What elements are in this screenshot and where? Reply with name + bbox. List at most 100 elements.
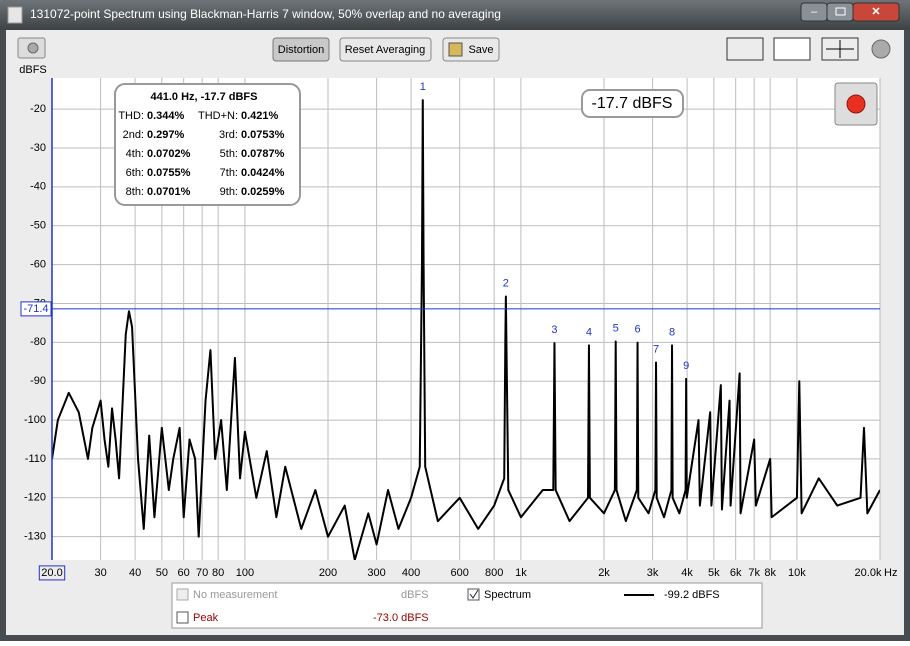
zoom-fit-button[interactable] (726, 37, 764, 61)
button-label: Distortion (278, 44, 324, 56)
metric-label: 8th: (126, 186, 144, 198)
checkbox[interactable] (467, 588, 480, 601)
y-tick-label: -50 (30, 220, 46, 232)
x-tick-label: 4k (681, 567, 693, 579)
maximize-button[interactable] (826, 2, 854, 22)
spectrum-line (52, 99, 880, 560)
minimize-icon: – (811, 6, 818, 18)
check-mark (469, 589, 479, 599)
readout: -17.7 dBFS (592, 95, 673, 112)
metric-value: 0.421% (241, 110, 279, 122)
x-tick-label: 80 (212, 567, 224, 579)
record-icon (846, 94, 866, 114)
x-tick-label: 300 (367, 567, 385, 579)
metric-value: 0.0259% (241, 186, 285, 198)
x-tick-label: 8k (764, 567, 776, 579)
app-icon (7, 6, 23, 24)
close-icon: ✕ (871, 6, 880, 18)
y-tick-label: -80 (30, 336, 46, 348)
metric-label: 7th: (220, 167, 238, 179)
metric-label: 4th: (126, 148, 144, 160)
pan-icon (826, 40, 854, 58)
y-tick-label: -120 (24, 492, 46, 504)
grid-button[interactable] (773, 37, 811, 61)
distortion-header: 441.0 Hz, -17.7 dBFS (151, 91, 258, 103)
y-tick-label: -100 (24, 414, 46, 426)
y-tick-label: -90 (30, 375, 46, 387)
pan-button[interactable] (821, 37, 859, 61)
x-tick-label: 100 (236, 567, 254, 579)
harmonic-label: 5 (613, 322, 619, 334)
legend-box (171, 582, 763, 629)
x-tick-label: 20.0k (855, 567, 882, 579)
camera-icon (27, 42, 39, 54)
x-tick-label: 600 (451, 567, 469, 579)
metric-value: 0.0424% (241, 167, 285, 179)
y-tick-label: -130 (24, 531, 46, 543)
y-tick-label: -60 (30, 258, 46, 270)
x-tick-label: 6k (730, 567, 742, 579)
cursor-label: -71.4 (23, 303, 48, 315)
x-tick-label: 3k (647, 567, 659, 579)
harmonic-label: 3 (551, 324, 557, 336)
x-tick-label: 800 (485, 567, 503, 579)
x-tick-label: 200 (319, 567, 337, 579)
cursor-label-box (20, 301, 52, 317)
x-tick-label: 10k (788, 567, 806, 579)
legend-label: Spectrum (484, 589, 531, 601)
reset-averaging-button[interactable] (339, 37, 432, 62)
harmonic-label: 4 (586, 326, 592, 338)
legend-value: -99.2 dBFS (664, 589, 720, 601)
y-tick-label: -110 (25, 453, 46, 465)
y-tick-label: -20 (30, 103, 46, 115)
x-tick-label: 40 (129, 567, 141, 579)
metric-label: THD: (118, 110, 144, 122)
harmonic-label: 7 (653, 343, 659, 355)
x-tick-label: 7k (748, 567, 760, 579)
maximize-icon (835, 7, 846, 16)
title-bar (0, 0, 910, 30)
metric-value: 0.297% (147, 129, 185, 141)
button-label: Reset Averaging (345, 44, 426, 56)
metric-value: 0.0755% (147, 167, 191, 179)
x-tick-label: 70 (196, 567, 208, 579)
metric-value: 0.0702% (147, 148, 191, 160)
button-label: Save (468, 44, 493, 56)
x-tick-label: 5k (708, 567, 720, 579)
x-tick-label: 400 (402, 567, 420, 579)
metric-label: 2nd: (123, 129, 144, 141)
metric-value: 0.0787% (241, 148, 285, 160)
overlays: 441.0 Hz, -17.7 dBFS -17.7 dBFS THD: 0.34… (114, 82, 878, 206)
metric-value: 0.344% (147, 110, 185, 122)
metric-label: THD+N: (198, 110, 238, 122)
settings-button[interactable] (871, 39, 891, 59)
y-unit: dBFS (19, 64, 47, 76)
harmonic-label: 1 (420, 81, 426, 93)
harmonic-label: 6 (634, 324, 640, 336)
metric-label: 5th: (220, 148, 238, 160)
grid (51, 78, 881, 560)
legend-value: -73.0 dBFS (373, 612, 429, 624)
distortion-button[interactable] (272, 37, 330, 62)
harmonic-label: 2 (503, 277, 509, 289)
window-title: 131072-point Spectrum using Blackman-Har… (30, 7, 501, 21)
x-tick-label: 2k (598, 567, 610, 579)
readout-box (581, 89, 684, 118)
x-tick-label: 1k (515, 567, 527, 579)
plot-content (52, 99, 880, 560)
x-tick-label: 60 (178, 567, 190, 579)
harmonic-label: 9 (683, 360, 689, 372)
y-tick-label: -30 (30, 142, 46, 154)
checkbox[interactable] (176, 588, 189, 601)
metric-label: 6th: (126, 167, 144, 179)
close-button[interactable] (852, 2, 900, 22)
save-icon (448, 42, 463, 57)
y-tick-label: -40 (30, 181, 46, 193)
checkbox[interactable] (176, 611, 189, 624)
metric-value: 0.0753% (241, 129, 285, 141)
x-tick-label: 20.0 (41, 567, 62, 579)
metric-label: 3rd: (219, 129, 238, 141)
legend-label: Peak (193, 612, 219, 624)
